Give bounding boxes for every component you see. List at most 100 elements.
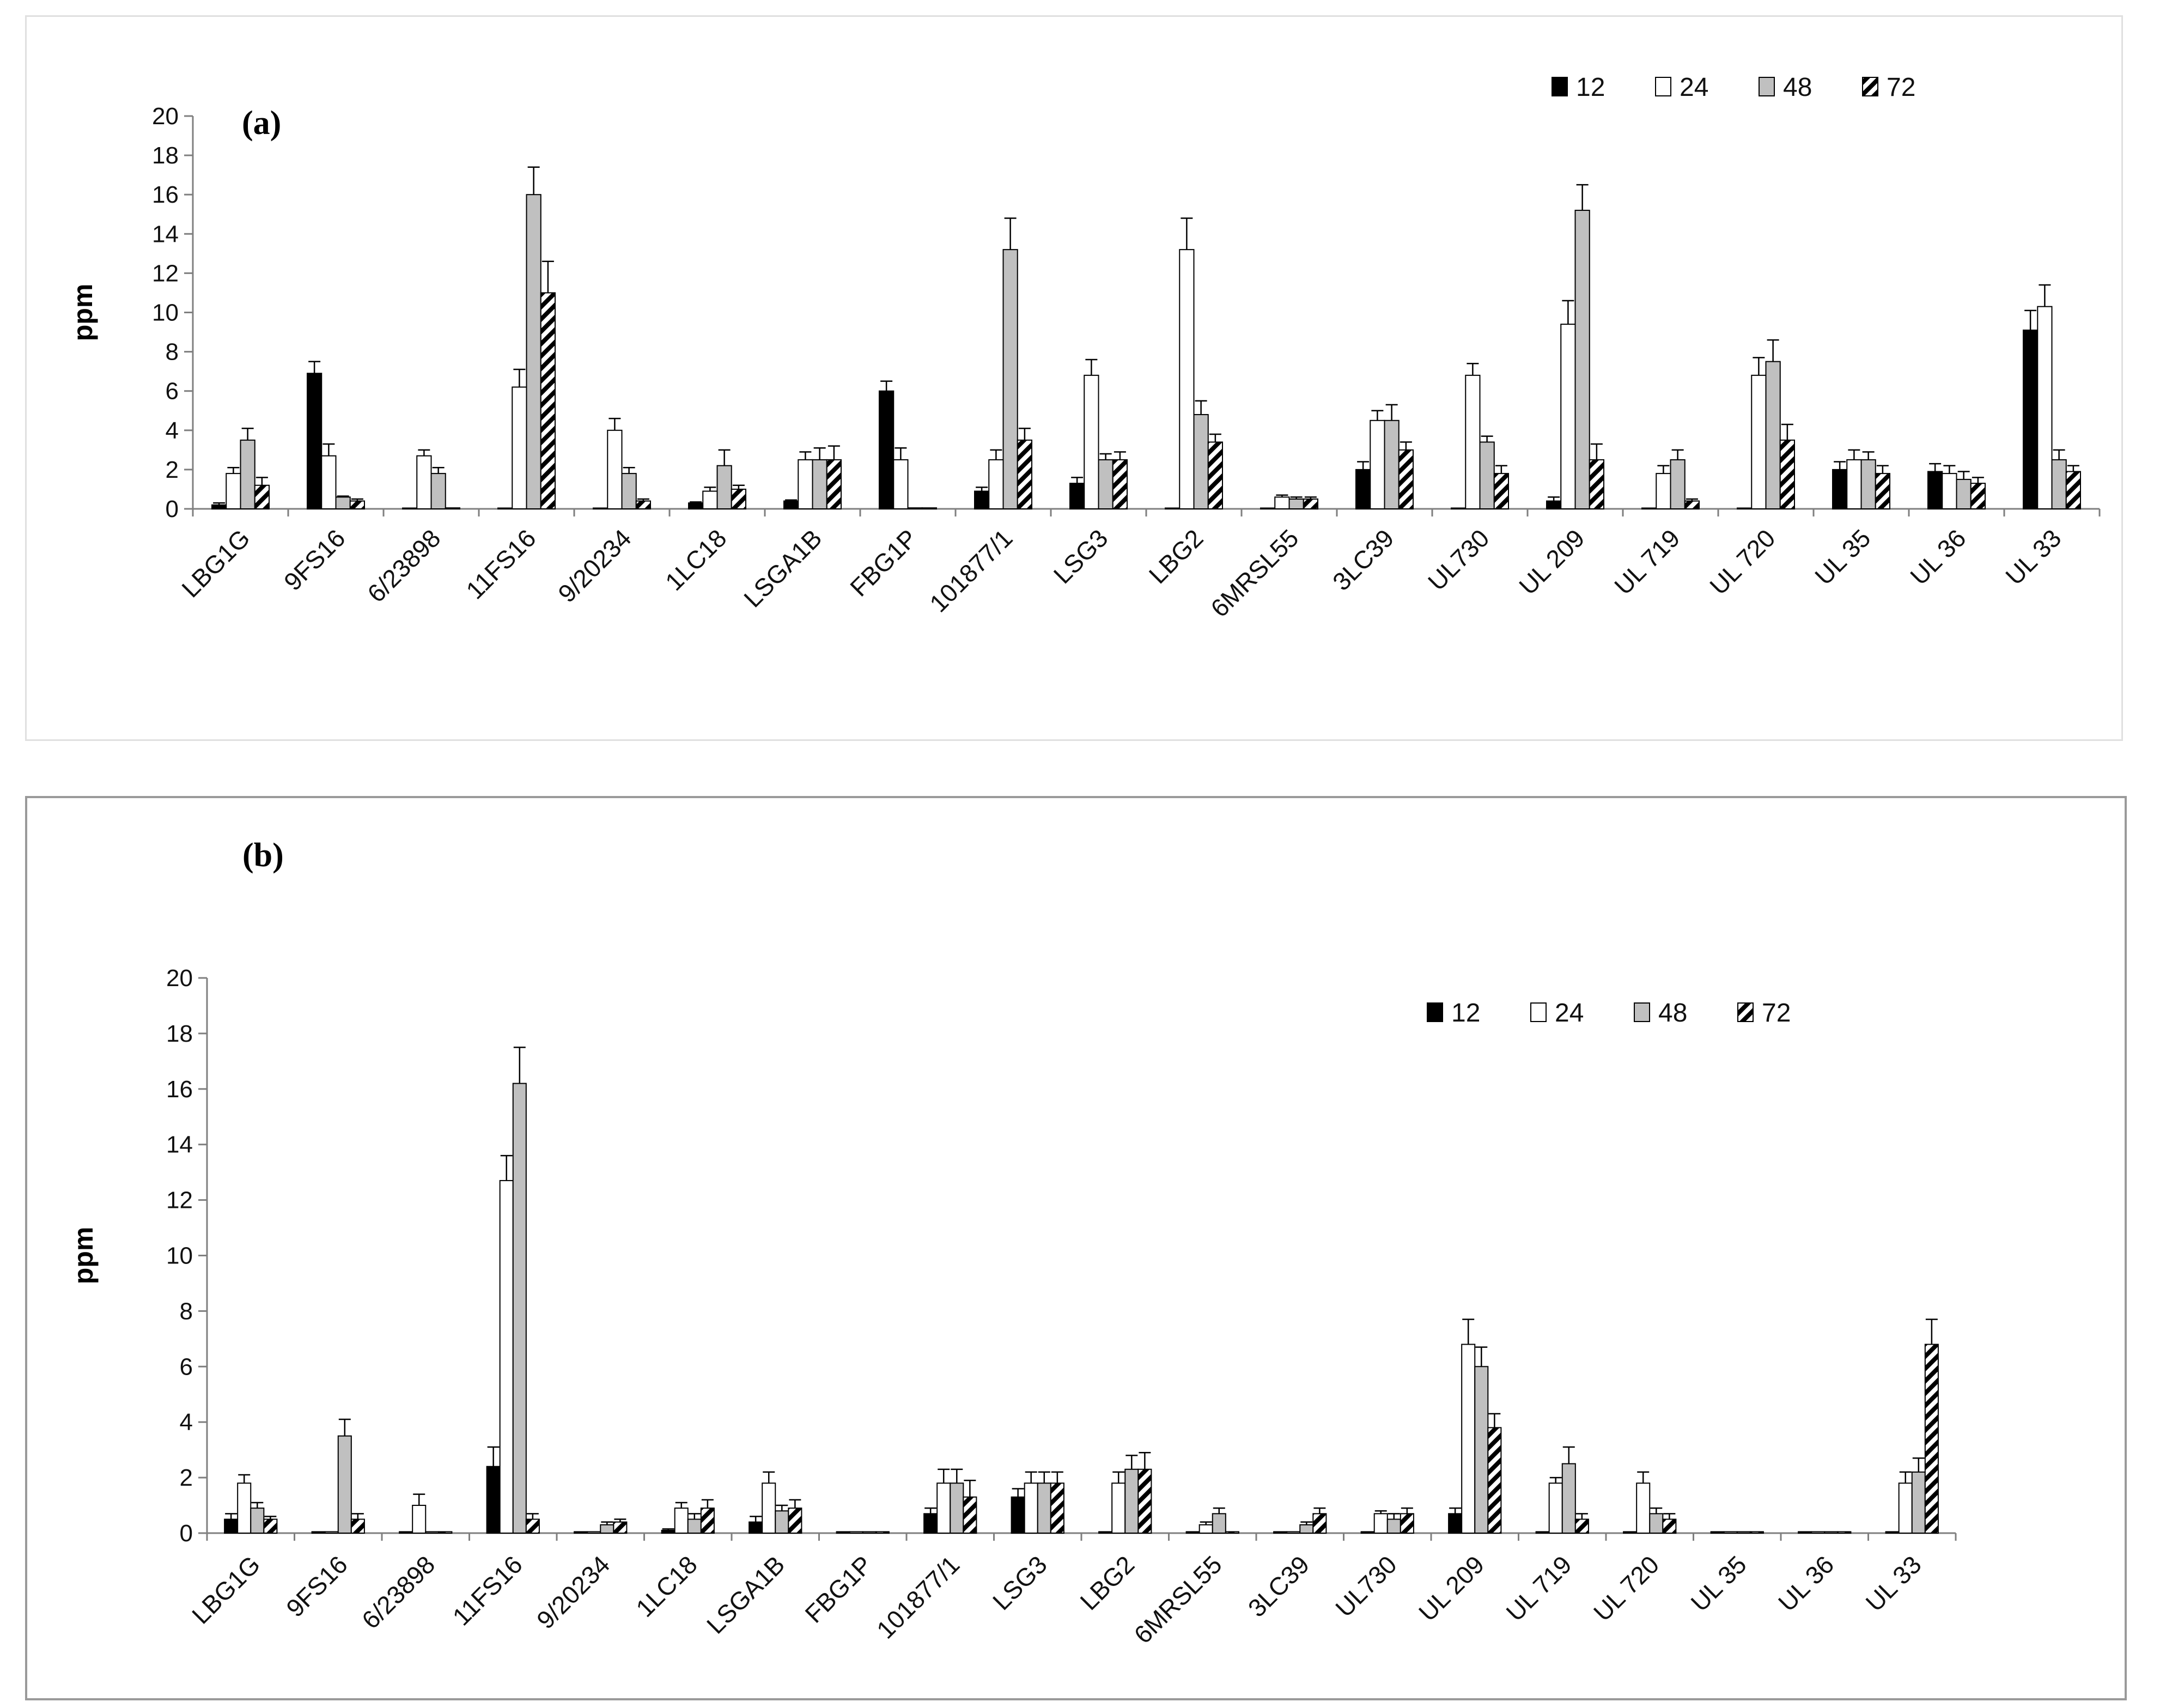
bar-6-23898-s12 bbox=[402, 507, 418, 509]
bar-9fs16-s48 bbox=[337, 1435, 352, 1534]
y-tick-label: 20 bbox=[152, 103, 179, 130]
bar-lbg1g-s12 bbox=[224, 1518, 239, 1534]
bar-ul-36-s24 bbox=[1942, 473, 1957, 509]
bar-ul-720-s72 bbox=[1662, 1518, 1677, 1534]
bar-1lc18-s48 bbox=[716, 465, 732, 509]
bar-ul-719-s12 bbox=[1535, 1531, 1550, 1534]
y-tick-label: 10 bbox=[152, 300, 179, 326]
bar-1lc18-s12 bbox=[661, 1529, 676, 1534]
bar-ul-35-s72 bbox=[1749, 1531, 1764, 1534]
x-tick-label-6-23898: 6/23898 bbox=[362, 524, 446, 607]
bar-ul-719-s72 bbox=[1684, 500, 1700, 510]
x-tick-label-11fs16: 11FS16 bbox=[447, 1550, 528, 1631]
bar-9-20234-s12 bbox=[593, 507, 609, 509]
x-tick-label-lsg3: LSG3 bbox=[987, 1550, 1052, 1615]
bar-ul-33-s24 bbox=[1898, 1482, 1913, 1534]
bar-101877-1-s48 bbox=[950, 1482, 964, 1534]
bar-6mrsl55-s24 bbox=[1274, 496, 1290, 509]
bar-ul730-s48 bbox=[1386, 1518, 1401, 1534]
x-tick-label-9-20234: 9/20234 bbox=[531, 1550, 615, 1634]
bar-ul-720-s12 bbox=[1623, 1531, 1638, 1534]
legend-swatch-72 bbox=[1862, 77, 1878, 96]
y-tick-label: 2 bbox=[166, 457, 179, 483]
bar-6mrsl55-s12 bbox=[1185, 1531, 1200, 1534]
bar-lsg3-s72 bbox=[1050, 1482, 1064, 1534]
bar-6-23898-s24 bbox=[412, 1505, 427, 1534]
y-tick-label: 0 bbox=[180, 1520, 193, 1547]
chart-panel-a: (a) ppm 0 2 4 6 8 10 12 14 16 18 20 LBG1G 9FS16 6/23898… bbox=[25, 15, 2123, 741]
y-tick-label: 14 bbox=[166, 1132, 193, 1158]
legend-label-24: 24 bbox=[1680, 73, 1708, 102]
bar-3lc39-s24 bbox=[1370, 420, 1385, 510]
bar-9-20234-s48 bbox=[621, 473, 637, 509]
x-tick-label-ul-209: UL 209 bbox=[1413, 1550, 1489, 1626]
x-tick-label-ul-720: UL 720 bbox=[1588, 1550, 1664, 1626]
bar-lsga1b-s48 bbox=[812, 459, 828, 509]
bar-ul-33-s12 bbox=[2023, 329, 2039, 509]
bar-ul-719-s24 bbox=[1656, 473, 1671, 509]
x-tick-label-6mrsl55: 6MRSL55 bbox=[1205, 524, 1304, 622]
legend-label-12: 12 bbox=[1451, 999, 1480, 1028]
bar-ul730-s48 bbox=[1479, 441, 1495, 509]
bar-1lc18-s48 bbox=[687, 1518, 702, 1534]
x-tick-label-ul-209: UL 209 bbox=[1513, 524, 1590, 600]
bar-ul-33-s24 bbox=[2037, 306, 2053, 509]
bar-101877-1-s12 bbox=[923, 1513, 938, 1534]
bar-lbg1g-s72 bbox=[254, 484, 270, 509]
bar-lbg2-s72 bbox=[1207, 441, 1223, 509]
bar-ul-209-s24 bbox=[1560, 324, 1576, 509]
legend-swatch-12 bbox=[1552, 77, 1568, 96]
bar-ul-36-s72 bbox=[1970, 483, 1986, 510]
bar-ul-36-s48 bbox=[1824, 1531, 1839, 1534]
bar-11fs16-s72 bbox=[540, 292, 556, 509]
legend-swatch-48 bbox=[1759, 77, 1775, 96]
bar-lbg2-s12 bbox=[1098, 1531, 1113, 1534]
x-tick-label-9fs16: 9FS16 bbox=[278, 524, 351, 596]
bar-ul-720-s12 bbox=[1737, 507, 1753, 509]
bar-ul-719-s12 bbox=[1641, 507, 1657, 509]
bar-ul-33-s72 bbox=[2065, 471, 2081, 510]
bar-lbg1g-s48 bbox=[250, 1508, 265, 1534]
bar-11fs16-s48 bbox=[526, 194, 542, 509]
bar-6-23898-s72 bbox=[438, 1531, 453, 1534]
bar-lbg2-s48 bbox=[1193, 414, 1209, 510]
x-tick-label-ul-36: UL 36 bbox=[1905, 524, 1971, 590]
panel-label: (b) bbox=[242, 837, 284, 874]
bar-ul-36-s12 bbox=[1798, 1531, 1812, 1534]
bar-ul-35-s12 bbox=[1710, 1531, 1725, 1534]
bar-ul-33-s48 bbox=[1911, 1471, 1926, 1534]
bar-fbg1p-s48 bbox=[862, 1531, 877, 1534]
bar-ul-720-s72 bbox=[1779, 439, 1795, 510]
bar-6mrsl55-s12 bbox=[1260, 507, 1276, 509]
bar-1lc18-s12 bbox=[688, 502, 704, 509]
bar-lbg1g-s24 bbox=[237, 1482, 252, 1534]
bar-9fs16-s72 bbox=[349, 500, 365, 510]
bar-1lc18-s24 bbox=[702, 490, 718, 509]
bar-ul-209-s12 bbox=[1546, 500, 1562, 510]
bar-ul-719-s48 bbox=[1670, 459, 1686, 509]
bar-ul-720-s24 bbox=[1751, 374, 1767, 509]
bar-11fs16-s24 bbox=[512, 386, 527, 509]
bar-fbg1p-s12 bbox=[836, 1531, 850, 1534]
bar-ul-36-s48 bbox=[1956, 478, 1972, 509]
x-tick-label-lsg3: LSG3 bbox=[1048, 524, 1114, 589]
bar-6-23898-s72 bbox=[445, 507, 460, 510]
y-tick-label: 6 bbox=[180, 1353, 193, 1380]
panel-label: (a) bbox=[242, 105, 281, 142]
legend-swatch-24 bbox=[1655, 77, 1671, 96]
bar-lsga1b-s12 bbox=[783, 500, 799, 510]
bar-ul-33-s12 bbox=[1885, 1531, 1900, 1534]
bar-3lc39-s12 bbox=[1273, 1531, 1288, 1534]
bar-fbg1p-s12 bbox=[879, 390, 895, 510]
y-axis-label: ppm bbox=[68, 284, 98, 342]
bar-11fs16-s12 bbox=[497, 507, 513, 509]
bar-ul-209-s48 bbox=[1574, 210, 1590, 510]
x-tick-label-6-23898: 6/23898 bbox=[356, 1550, 440, 1634]
bar-lsg3-s48 bbox=[1098, 459, 1114, 509]
x-tick-label-9-20234: 9/20234 bbox=[552, 524, 636, 607]
bar-lbg2-s12 bbox=[1165, 507, 1181, 509]
x-tick-label-101877-1: 101877/1 bbox=[924, 524, 1018, 617]
bar-1lc18-s72 bbox=[731, 488, 746, 510]
bar-lsg3-s24 bbox=[1084, 374, 1099, 509]
